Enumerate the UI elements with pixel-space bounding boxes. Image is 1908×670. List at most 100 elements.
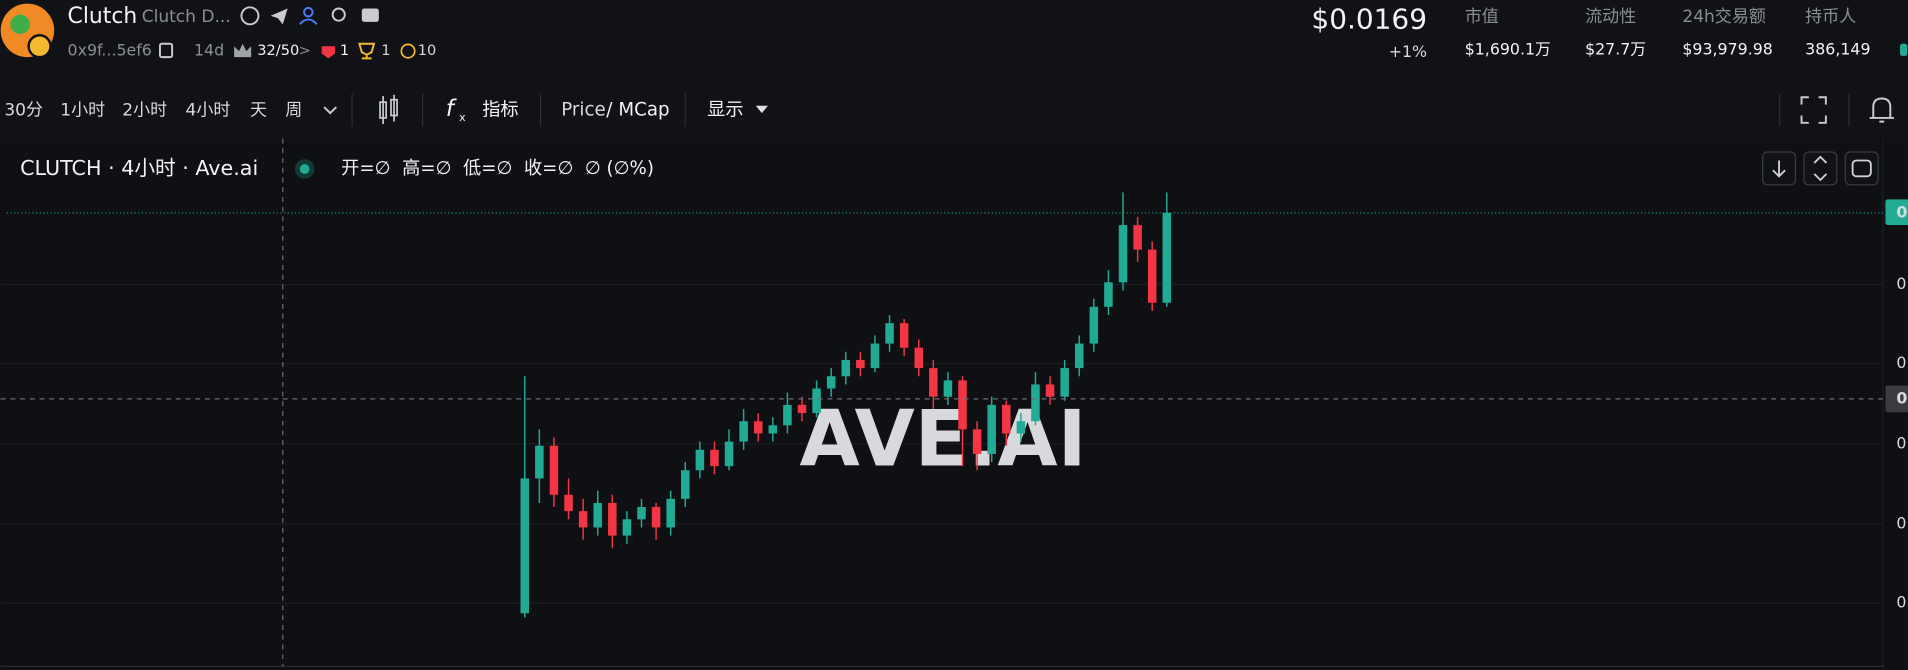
- candle-body: [622, 519, 632, 536]
- candle-body: [972, 429, 982, 454]
- interval-button[interactable]: 1小时: [60, 101, 105, 121]
- stat-value: $27.7万: [1585, 39, 1646, 58]
- stat-label: 24h交易额: [1682, 7, 1765, 27]
- interval-button[interactable]: 2小时: [122, 101, 167, 121]
- pane-button-icon: [1851, 159, 1872, 178]
- trophy-icon: [358, 42, 376, 60]
- price-change: +1%: [1389, 42, 1427, 61]
- candle-body: [1074, 343, 1084, 369]
- candle-body: [870, 343, 880, 369]
- candle-body: [826, 376, 836, 389]
- chain-badge: [27, 34, 52, 59]
- candle-body: [520, 478, 530, 614]
- display-button[interactable]: 显示: [707, 100, 743, 121]
- y-tick-label: 0: [1896, 353, 1906, 372]
- holder-icon-body: [299, 18, 318, 25]
- red-badge-icon: [321, 46, 336, 59]
- coin-icon: [400, 43, 416, 59]
- candle-body: [637, 507, 646, 520]
- red-badge-count: 1: [340, 42, 349, 59]
- chat-icon[interactable]: [361, 8, 379, 22]
- stats: 市值 $1,690.1万 流动性 $27.7万 24h交易额 $93,979.98 持币人 3…: [1465, 7, 1871, 58]
- token-age: 14d: [194, 41, 224, 60]
- mode-slash: /: [606, 100, 613, 121]
- candle-body: [958, 380, 967, 430]
- token-full-name: Clutch D...: [142, 7, 231, 27]
- stat-value: $1,690.1万: [1465, 39, 1551, 58]
- fx-icon[interactable]: f: [446, 96, 458, 122]
- pane-button[interactable]: [1844, 151, 1879, 186]
- candle-body: [739, 421, 748, 442]
- pane-button[interactable]: [1803, 151, 1838, 186]
- candle-body: [1162, 212, 1172, 303]
- candle-body: [929, 368, 938, 397]
- interval-button[interactable]: 周: [285, 101, 302, 121]
- search-icon[interactable]: [331, 7, 346, 22]
- candle-body: [768, 425, 778, 434]
- chart-pane: [0, 138, 1908, 670]
- y-tick-label: 0: [1896, 433, 1906, 452]
- alert-button[interactable]: [1869, 97, 1894, 123]
- y-tick-label: 0: [1896, 274, 1906, 293]
- legend-symbol: CLUTCH · 4小时 · Ave.ai: [20, 156, 258, 180]
- price-mode[interactable]: Price: [561, 100, 605, 121]
- candle-body: [1031, 384, 1040, 422]
- status-dot: [299, 164, 310, 174]
- grid: [0, 283, 1884, 604]
- watermark: AVE.AI: [800, 394, 1087, 484]
- candle-body: [608, 502, 617, 536]
- candle-body: [666, 498, 675, 528]
- stat-value: $93,979.98: [1682, 39, 1772, 58]
- price-axis: 0 0 0 0 0 0 0: [1885, 199, 1908, 612]
- candle-body: [899, 323, 909, 348]
- interval-dropdown[interactable]: [323, 106, 337, 115]
- telegram-icon[interactable]: [270, 8, 288, 25]
- candle-body: [943, 380, 953, 397]
- candle-body: [841, 359, 851, 377]
- copy-icon[interactable]: [158, 42, 174, 59]
- score[interactable]: 32/50: [257, 42, 299, 59]
- y-tick-label: 0: [1896, 514, 1906, 533]
- display-dropdown[interactable]: [755, 105, 768, 114]
- candle-body: [987, 404, 996, 454]
- candle-body: [681, 470, 690, 499]
- candle-body: [564, 494, 573, 512]
- candle-body: [753, 421, 763, 434]
- holder-icon[interactable]: [303, 6, 314, 18]
- price: $0.0169: [1311, 3, 1427, 36]
- candle-body: [1016, 421, 1026, 434]
- y-tick-label: 0: [1896, 388, 1907, 407]
- mcap-mode[interactable]: MCap: [618, 100, 669, 121]
- stat-label: 市值: [1465, 7, 1499, 27]
- score-chevron: >: [299, 42, 311, 59]
- candle-body: [1118, 225, 1128, 283]
- y-tick-label: 0: [1896, 202, 1907, 221]
- candle-body: [1147, 249, 1157, 303]
- candle-body: [695, 449, 705, 471]
- candle-body: [1104, 282, 1113, 307]
- stat-value: 386,149: [1805, 39, 1870, 58]
- edge-indicator: [1900, 43, 1908, 56]
- website-icon[interactable]: [240, 6, 260, 26]
- candle-body: [1133, 225, 1142, 250]
- candle-body: [914, 347, 923, 369]
- token-address[interactable]: 0x9f...5ef6: [68, 41, 152, 60]
- candle-body: [812, 388, 821, 414]
- candle-type-button[interactable]: [379, 94, 398, 125]
- token-name: Clutch: [68, 4, 138, 29]
- fullscreen-button[interactable]: [1800, 96, 1827, 124]
- candle-body: [856, 359, 865, 369]
- stat-label: 流动性: [1585, 7, 1636, 27]
- last-price-tag: [1885, 199, 1908, 225]
- indicators-button[interactable]: 指标: [482, 100, 518, 121]
- candle-body: [651, 507, 661, 528]
- interval-button[interactable]: 4小时: [186, 101, 231, 121]
- candle-body: [724, 441, 734, 467]
- crown-icon: [234, 43, 252, 58]
- fx-icon-sub: x: [459, 111, 466, 124]
- interval-button[interactable]: 30分: [4, 101, 43, 121]
- interval-button[interactable]: 天: [250, 101, 267, 121]
- candle-body: [593, 502, 602, 528]
